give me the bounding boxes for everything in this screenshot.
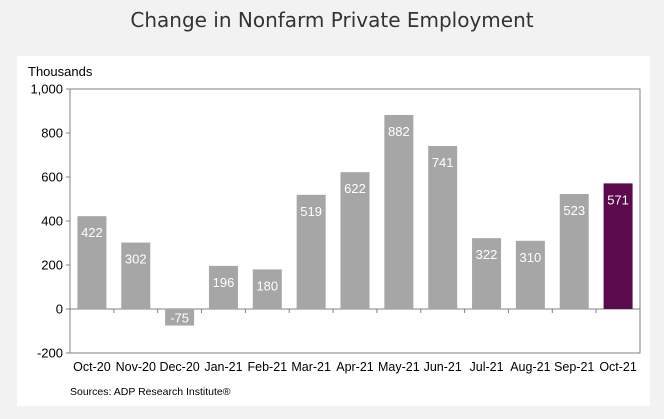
data-label: 302 xyxy=(125,252,147,267)
y-tick-label: -200 xyxy=(37,346,63,361)
data-label: 180 xyxy=(256,278,278,293)
data-label: 882 xyxy=(388,124,410,139)
bar xyxy=(208,265,238,309)
bar xyxy=(77,216,107,309)
bar xyxy=(121,242,151,309)
x-tick-label: Nov-20 xyxy=(116,360,156,374)
x-tick-label: Feb-21 xyxy=(248,360,288,374)
bar xyxy=(296,194,326,309)
x-tick-label: Oct-21 xyxy=(599,360,637,374)
x-tick-label: Sep-21 xyxy=(554,360,594,374)
bar xyxy=(340,172,370,309)
data-label: 322 xyxy=(476,247,498,262)
data-label: 519 xyxy=(300,204,322,219)
bar xyxy=(428,145,458,309)
bar xyxy=(165,309,195,326)
x-tick-label: May-21 xyxy=(378,360,420,374)
x-tick-label: Mar-21 xyxy=(291,360,331,374)
data-label: 741 xyxy=(432,155,454,170)
bar xyxy=(384,114,414,310)
bar xyxy=(515,240,545,309)
x-tick-label: Oct-20 xyxy=(73,360,111,374)
source-note: Sources: ADP Research Institute® xyxy=(70,386,231,398)
y-tick-label: 0 xyxy=(56,302,63,317)
data-label: 571 xyxy=(607,192,629,207)
data-label: 310 xyxy=(520,250,542,265)
data-label: 622 xyxy=(344,181,366,196)
data-label: -75 xyxy=(170,310,189,325)
x-tick-label: Jan-21 xyxy=(204,360,242,374)
y-tick-label: 400 xyxy=(41,214,63,229)
x-tick-label: Jun-21 xyxy=(424,360,462,374)
y-tick-label: 1,000 xyxy=(30,82,63,97)
data-label: 422 xyxy=(81,225,103,240)
x-tick-label: Aug-21 xyxy=(510,360,550,374)
chart-panel xyxy=(17,56,650,406)
bar xyxy=(603,183,633,309)
x-tick-label: Apr-21 xyxy=(336,360,374,374)
y-axis-label: Thousands xyxy=(28,64,93,79)
bar xyxy=(472,238,502,309)
x-tick-label: Jul-21 xyxy=(470,360,504,374)
chart-title: Change in Nonfarm Private Employment xyxy=(130,8,534,32)
bar xyxy=(559,193,589,309)
data-label: 196 xyxy=(213,275,235,290)
bar xyxy=(252,269,282,309)
data-label: 523 xyxy=(563,203,585,218)
y-tick-label: 200 xyxy=(41,258,63,273)
x-tick-label: Dec-20 xyxy=(159,360,199,374)
y-tick-label: 800 xyxy=(41,126,63,141)
y-tick-label: 600 xyxy=(41,170,63,185)
